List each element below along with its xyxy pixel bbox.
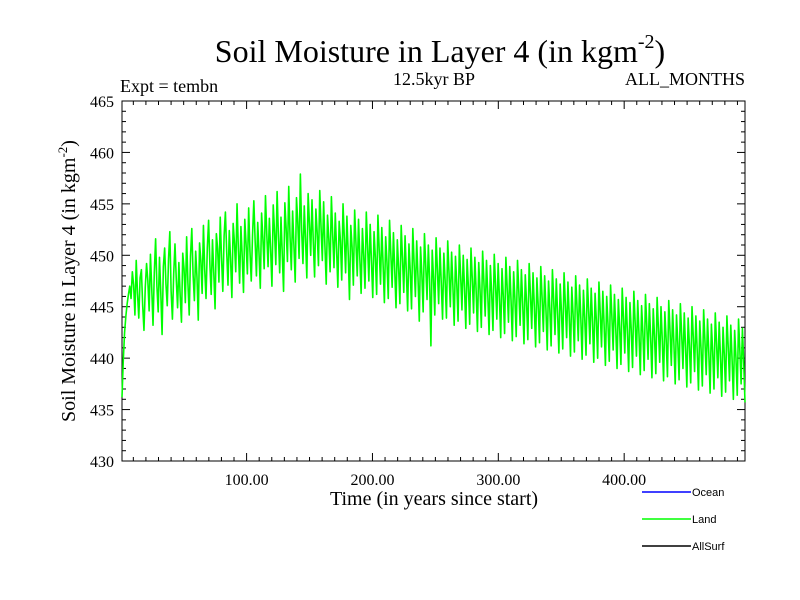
y-tick-label: 440 bbox=[90, 351, 114, 368]
y-tick-label: 465 bbox=[90, 94, 114, 111]
series-layer bbox=[121, 173, 746, 403]
y-axis-label: Soil Moisture in Layer 4 (in kgm-2) bbox=[55, 140, 80, 422]
y-tick-label: 430 bbox=[90, 454, 114, 471]
x-tick-label: 400.00 bbox=[602, 472, 646, 489]
legend-label-land: Land bbox=[692, 514, 716, 526]
y-tick-labels: 430 435 440 445 450 455 460 465 bbox=[90, 94, 114, 471]
expt-label: Expt = tembn bbox=[120, 76, 218, 96]
period-label: ALL_MONTHS bbox=[625, 69, 745, 89]
y-tick-label: 445 bbox=[90, 300, 114, 317]
y-tick-label: 435 bbox=[90, 403, 114, 420]
minor-ticks bbox=[122, 101, 745, 461]
series-line-land bbox=[121, 173, 746, 403]
x-tick-label: 100.00 bbox=[225, 472, 269, 489]
y-tick-label: 450 bbox=[90, 248, 114, 265]
chart-title: Soil Moisture in Layer 4 (in kgm-2) bbox=[215, 31, 665, 69]
y-tick-label: 455 bbox=[90, 197, 114, 214]
x-tick-label: 200.00 bbox=[350, 472, 394, 489]
legend: Ocean Land AllSurf bbox=[642, 487, 725, 553]
x-tick-labels: 100.00 200.00 300.00 400.00 bbox=[225, 472, 647, 489]
x-tick-label: 300.00 bbox=[476, 472, 520, 489]
chart-subtitle: 12.5kyr BP bbox=[393, 69, 475, 89]
plot-frame bbox=[121, 100, 746, 462]
legend-label-ocean: Ocean bbox=[692, 487, 724, 499]
x-axis-label: Time (in years since start) bbox=[330, 488, 538, 510]
y-tick-label: 460 bbox=[90, 145, 114, 162]
legend-label-allsurf: AllSurf bbox=[692, 541, 725, 553]
